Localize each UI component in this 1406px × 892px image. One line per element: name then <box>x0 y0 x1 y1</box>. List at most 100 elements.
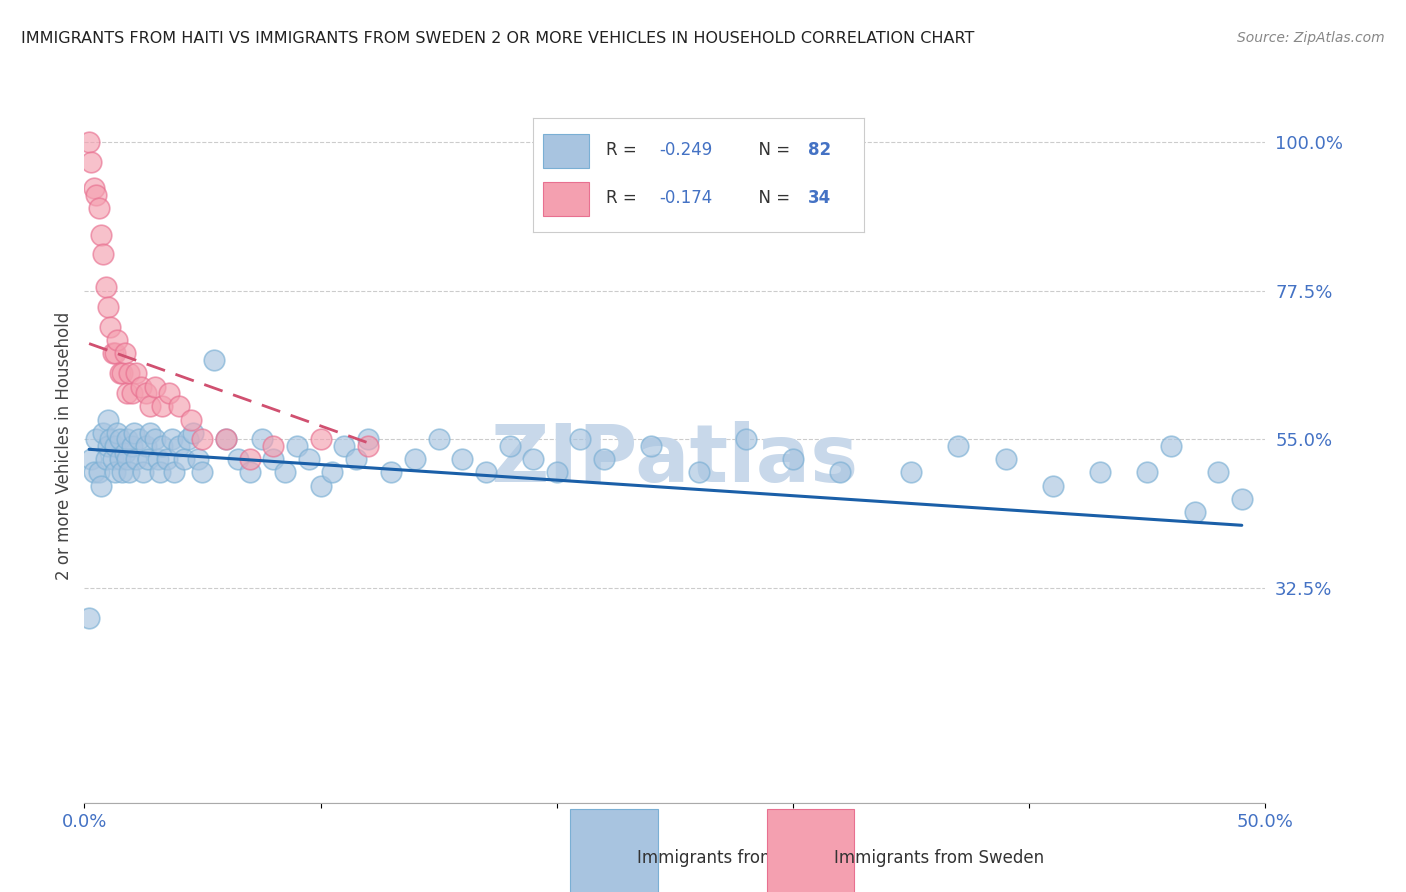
Point <box>150 400 173 414</box>
Point <box>107 425 129 440</box>
Point <box>181 425 204 440</box>
Point <box>1206 466 1229 480</box>
Point <box>111 367 134 381</box>
Point <box>97 412 120 426</box>
Point <box>173 452 195 467</box>
Point <box>274 466 297 480</box>
Point <box>688 466 710 480</box>
Point <box>143 433 166 447</box>
Point <box>114 346 136 360</box>
Point <box>149 466 172 480</box>
Point <box>108 452 131 467</box>
Point <box>139 425 162 440</box>
Point <box>262 452 284 467</box>
Text: Immigrants from Haiti: Immigrants from Haiti <box>637 849 820 867</box>
Point <box>146 452 169 467</box>
Point <box>87 466 110 480</box>
Point <box>84 433 107 447</box>
Point <box>782 452 804 467</box>
Point <box>1088 466 1111 480</box>
Point <box>129 379 152 393</box>
Point <box>77 135 100 149</box>
Point <box>143 379 166 393</box>
Point <box>167 400 190 414</box>
Point <box>139 400 162 414</box>
Point <box>734 433 756 447</box>
Point <box>994 452 1017 467</box>
Point <box>160 433 183 447</box>
Point <box>90 227 112 242</box>
Point <box>101 452 124 467</box>
Point <box>115 386 138 401</box>
Point <box>380 466 402 480</box>
Point <box>98 320 121 334</box>
Point <box>830 466 852 480</box>
Point <box>357 439 380 453</box>
Point <box>239 452 262 467</box>
Point <box>157 386 180 401</box>
Point <box>191 466 214 480</box>
Point <box>104 346 127 360</box>
Point <box>215 433 238 447</box>
Point <box>101 346 124 360</box>
Point <box>215 433 238 447</box>
Point <box>125 452 148 467</box>
Point <box>522 452 544 467</box>
Point <box>104 466 127 480</box>
Point <box>593 452 616 467</box>
Point <box>177 433 200 447</box>
Point <box>427 433 450 447</box>
Point <box>187 452 209 467</box>
Point <box>475 466 498 480</box>
Point <box>84 188 107 202</box>
Point <box>163 466 186 480</box>
Point <box>132 466 155 480</box>
Point <box>122 425 145 440</box>
Text: IMMIGRANTS FROM HAITI VS IMMIGRANTS FROM SWEDEN 2 OR MORE VEHICLES IN HOUSEHOLD : IMMIGRANTS FROM HAITI VS IMMIGRANTS FROM… <box>21 31 974 46</box>
Text: Source: ZipAtlas.com: Source: ZipAtlas.com <box>1237 31 1385 45</box>
Point <box>156 452 179 467</box>
Point <box>1230 491 1253 506</box>
Point <box>498 439 520 453</box>
Point <box>136 452 159 467</box>
Point <box>167 439 190 453</box>
Point <box>333 439 356 453</box>
Point <box>121 386 143 401</box>
Point <box>83 466 105 480</box>
Point <box>1042 478 1064 492</box>
Point <box>191 433 214 447</box>
Point <box>97 300 120 314</box>
Point <box>115 433 138 447</box>
Point <box>344 452 367 467</box>
Point <box>262 439 284 453</box>
Point <box>91 247 114 261</box>
Point <box>250 433 273 447</box>
Point <box>108 433 131 447</box>
Point <box>94 452 117 467</box>
Point <box>226 452 249 467</box>
Point <box>357 433 380 447</box>
Point <box>87 201 110 215</box>
Point <box>1136 466 1159 480</box>
Point <box>125 367 148 381</box>
Point <box>202 353 225 368</box>
Point <box>77 611 100 625</box>
Point <box>98 433 121 447</box>
Point <box>309 478 332 492</box>
Point <box>451 452 474 467</box>
Point <box>150 439 173 453</box>
Point <box>900 466 922 480</box>
Point <box>640 439 662 453</box>
Point <box>298 452 321 467</box>
Point <box>285 439 308 453</box>
Text: ZIPatlas: ZIPatlas <box>491 421 859 500</box>
Point <box>90 478 112 492</box>
Point <box>239 466 262 480</box>
Point <box>118 367 141 381</box>
Point <box>321 466 343 480</box>
Point <box>107 333 129 347</box>
Point <box>94 280 117 294</box>
Point <box>118 466 141 480</box>
Point <box>128 433 150 447</box>
Point <box>135 386 157 401</box>
